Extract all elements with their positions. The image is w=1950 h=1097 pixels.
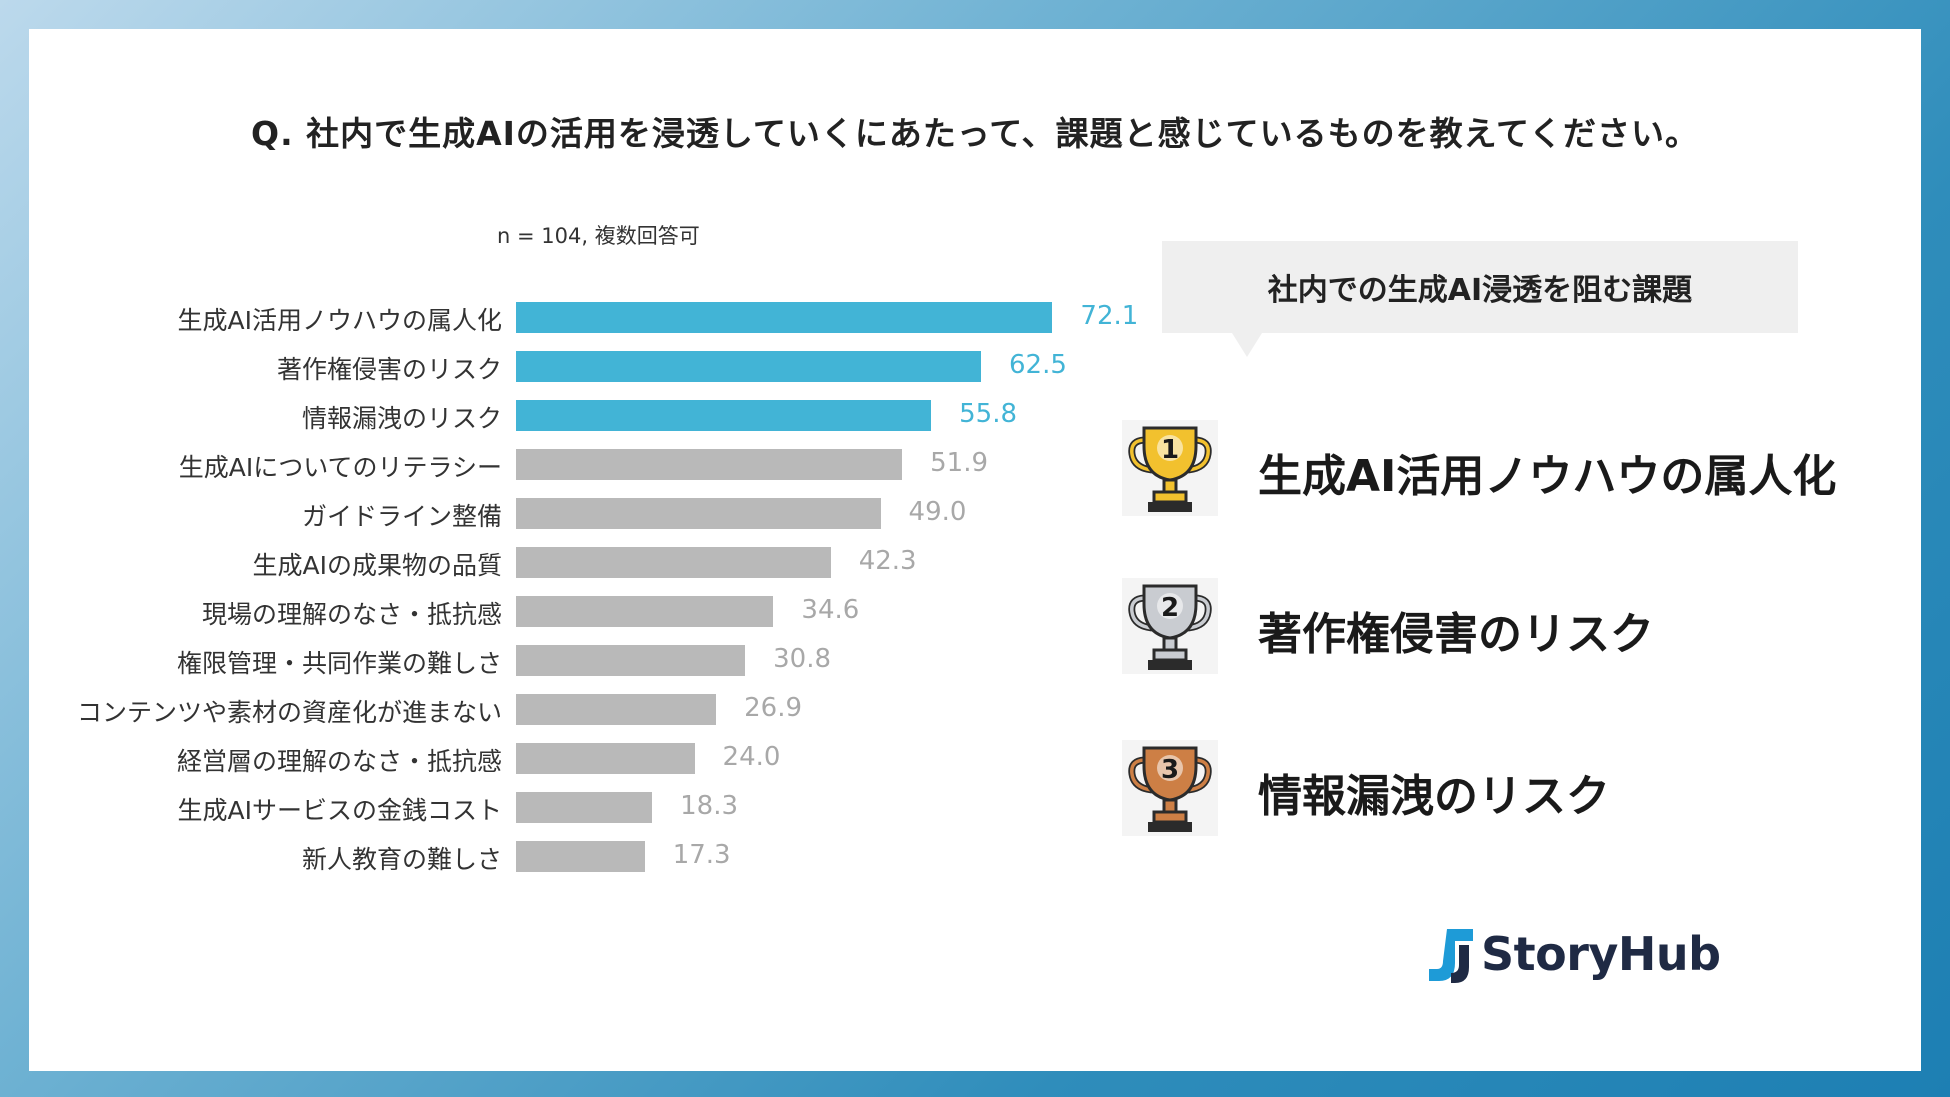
slide-card: Q. 社内で生成AIの活用を浸透していくにあたって、課題と感じているものを教えて… — [29, 29, 1921, 1071]
category-label: 生成AI活用ノウハウの属人化 — [177, 306, 502, 335]
category-label: 経営層の理解のなさ・抵抗感 — [176, 747, 502, 776]
value-label: 18.3 — [680, 791, 739, 821]
callout-tail — [1232, 333, 1262, 357]
rank-label: 著作権侵害のリスク — [1258, 609, 1654, 660]
value-label: 51.9 — [930, 448, 989, 478]
storyhub-logo-icon — [1429, 929, 1473, 983]
rank-label: 生成AI活用ノウハウの属人化 — [1258, 451, 1837, 502]
value-label: 55.8 — [959, 399, 1018, 429]
rank-number: 3 — [1161, 755, 1179, 785]
bar — [516, 351, 981, 382]
rank-item: 2 著作権侵害のリスク — [1120, 576, 1900, 676]
value-label: 26.9 — [744, 693, 803, 723]
value-label: 49.0 — [908, 497, 967, 527]
value-label: 24.0 — [722, 742, 781, 772]
bar — [516, 743, 695, 774]
category-label: 権限管理・共同作業の難しさ — [176, 649, 502, 678]
category-label: 生成AIサービスの金銭コスト — [177, 796, 502, 825]
category-label: 情報漏洩のリスク — [301, 404, 502, 433]
callout-box: 社内での生成AI浸透を阻む課題 — [1162, 241, 1798, 333]
brand-name: StoryHub — [1481, 927, 1721, 981]
category-label: 生成AIの成果物の品質 — [252, 551, 502, 580]
value-label: 17.3 — [672, 840, 731, 870]
bar — [516, 694, 717, 725]
bar — [516, 302, 1053, 333]
rank-label: 情報漏洩のリスク — [1258, 771, 1610, 822]
bar — [516, 449, 903, 480]
category-label: ガイドライン整備 — [301, 502, 502, 531]
bar — [516, 596, 774, 627]
category-label: コンテンツや素材の資産化が進まない — [76, 698, 502, 727]
rank-number: 1 — [1161, 435, 1179, 465]
bar — [516, 645, 746, 676]
rank-number: 2 — [1161, 593, 1179, 623]
sample-note: n = 104, 複数回答可 — [497, 224, 700, 248]
bar — [516, 498, 881, 529]
bar — [516, 792, 653, 823]
value-label: 34.6 — [801, 595, 860, 625]
trophy-icon: 2 — [1122, 578, 1218, 674]
category-label: 現場の理解のなさ・抵抗感 — [201, 600, 502, 629]
value-label: 42.3 — [858, 546, 917, 576]
value-label: 72.1 — [1080, 301, 1139, 331]
bar — [516, 841, 645, 872]
category-label: 新人教育の難しさ — [301, 845, 502, 874]
category-label: 生成AIについてのリテラシー — [178, 453, 502, 482]
bar — [516, 400, 932, 431]
trophy-icon: 1 — [1122, 420, 1218, 516]
rank-item: 3 情報漏洩のリスク — [1120, 738, 1900, 838]
question-title: Q. 社内で生成AIの活用を浸透していくにあたって、課題と感じているものを教えて… — [251, 114, 1699, 153]
value-label: 62.5 — [1009, 350, 1067, 380]
bar — [516, 547, 831, 578]
rank-item: 1 生成AI活用ノウハウの属人化 — [1120, 418, 1900, 518]
value-label: 30.8 — [773, 644, 832, 674]
trophy-icon: 3 — [1122, 740, 1218, 836]
category-label: 著作権侵害のリスク — [276, 355, 502, 384]
callout-title: 社内での生成AI浸透を阻む課題 — [1267, 273, 1693, 308]
